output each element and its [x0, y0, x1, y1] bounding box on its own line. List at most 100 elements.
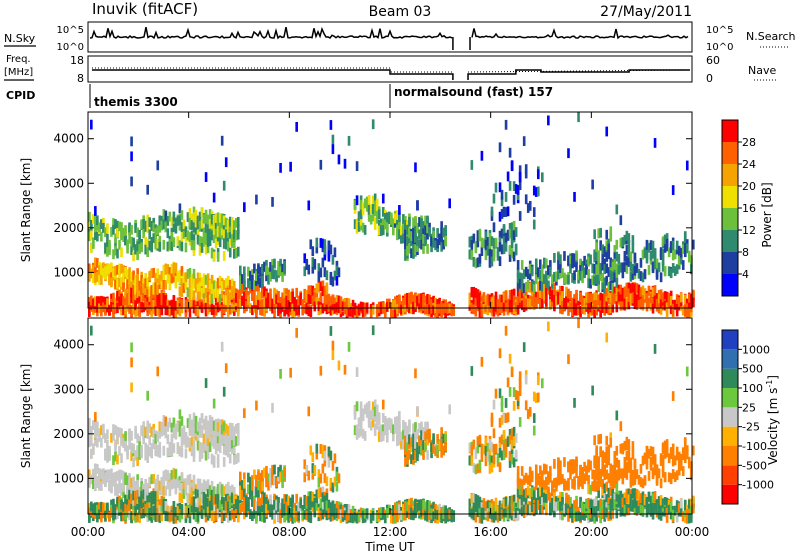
- power-cell: [271, 197, 274, 207]
- nave-label: Nave: [748, 64, 776, 77]
- beam-title: Beam 03: [369, 4, 432, 20]
- velocity-cell: [311, 452, 314, 462]
- power-cell: [140, 242, 143, 252]
- velocity-cell: [338, 473, 341, 483]
- power-cell: [605, 230, 608, 240]
- nsky-label: N.Sky: [4, 32, 36, 45]
- power-colorbar-label: Power [dB]: [760, 182, 774, 247]
- velocity-cell: [120, 453, 123, 463]
- power-cell: [181, 210, 184, 220]
- power-cell: [654, 138, 657, 148]
- velocity-cell: [295, 328, 298, 338]
- power-cell: [499, 256, 502, 266]
- power-cell: [330, 245, 333, 255]
- velocity-cell: [213, 399, 216, 409]
- power-cell: [513, 195, 516, 205]
- power-cell: [181, 242, 184, 252]
- velocity-cell: [320, 366, 323, 376]
- power-cell: [185, 243, 188, 253]
- velocity-cell: [364, 431, 367, 441]
- date-title: 27/May/2011: [600, 4, 692, 20]
- nsearch-label: N.Search: [746, 30, 796, 43]
- power-cell: [356, 195, 359, 205]
- velocity-cell: [426, 450, 429, 460]
- power-cell: [479, 229, 482, 239]
- freq-tick-top: 18: [70, 54, 84, 67]
- nave-tick-bottom: 0: [706, 72, 713, 85]
- nsky-tick-bottom: 10^0: [57, 42, 84, 53]
- velocity-cell: [205, 378, 208, 388]
- power-cell: [344, 159, 347, 169]
- power-cell: [338, 155, 341, 165]
- power-cell: [519, 211, 522, 221]
- velocity-cell: [108, 451, 111, 461]
- colorbar-tick-label: 16: [742, 202, 756, 215]
- velocity-cell: [324, 451, 327, 461]
- power-cell: [533, 220, 536, 230]
- power-cell: [237, 224, 240, 234]
- power-cell: [615, 205, 618, 215]
- velocity-cell: [368, 401, 371, 411]
- velocity-cell: [414, 368, 417, 378]
- velocity-cell: [326, 476, 329, 486]
- power-cell: [632, 235, 635, 245]
- power-cell: [221, 136, 224, 146]
- power-cell: [511, 161, 514, 171]
- freq-label-line2: [MHz]: [4, 67, 33, 78]
- velocity-cell: [237, 453, 240, 463]
- velocity-cell: [372, 511, 375, 521]
- power-cell: [237, 247, 240, 257]
- power-cell: [664, 266, 667, 276]
- velocity-cell: [94, 412, 97, 422]
- velocity-cell: [181, 448, 184, 458]
- power-cell: [156, 161, 159, 171]
- power-cell: [493, 222, 496, 232]
- power-cell: [519, 172, 522, 182]
- power-cell: [529, 201, 532, 211]
- velocity-cell: [213, 458, 216, 468]
- power-cell: [515, 227, 518, 237]
- colorbar-swatch: [722, 252, 738, 274]
- power-cell: [481, 151, 484, 161]
- power-cell: [628, 233, 631, 243]
- velocity-cell: [124, 431, 127, 441]
- power-cell: [320, 160, 323, 170]
- velocity-cell: [408, 423, 411, 433]
- power-cell: [686, 161, 689, 171]
- velocity-cell: [273, 465, 276, 475]
- power-cell: [297, 305, 300, 315]
- power-cell: [372, 119, 375, 129]
- power-cell: [223, 251, 226, 261]
- velocity-cell: [356, 367, 359, 377]
- velocity-cell: [217, 458, 220, 468]
- power-cell: [408, 217, 411, 227]
- power-cell: [444, 236, 447, 246]
- velocity-cell: [316, 444, 319, 454]
- power-cell: [225, 157, 228, 167]
- velocity-cell: [313, 465, 316, 475]
- velocity-cell: [356, 401, 359, 411]
- velocity-cell: [106, 429, 109, 439]
- power-cell: [509, 148, 512, 158]
- power-cell: [605, 127, 608, 137]
- colorbar-tick-label: 8: [742, 246, 749, 259]
- velocity-cell: [223, 387, 226, 397]
- power-cell: [320, 268, 323, 278]
- velocity-cell: [193, 475, 196, 485]
- power-cell: [120, 247, 123, 257]
- power-cell: [620, 215, 623, 225]
- power-cell: [205, 172, 208, 182]
- velocity-cell: [237, 430, 240, 440]
- power-cell: [521, 260, 524, 270]
- velocity-cell: [307, 406, 310, 416]
- power-cell: [311, 246, 314, 256]
- velocity-cell: [271, 403, 274, 413]
- power-cell: [243, 273, 246, 283]
- velocity-cell: [185, 449, 188, 459]
- velocity-cell: [307, 471, 310, 481]
- velocity-cell: [225, 363, 228, 373]
- power-cell: [348, 136, 351, 146]
- power-cell: [193, 269, 196, 279]
- power-cell: [289, 162, 292, 172]
